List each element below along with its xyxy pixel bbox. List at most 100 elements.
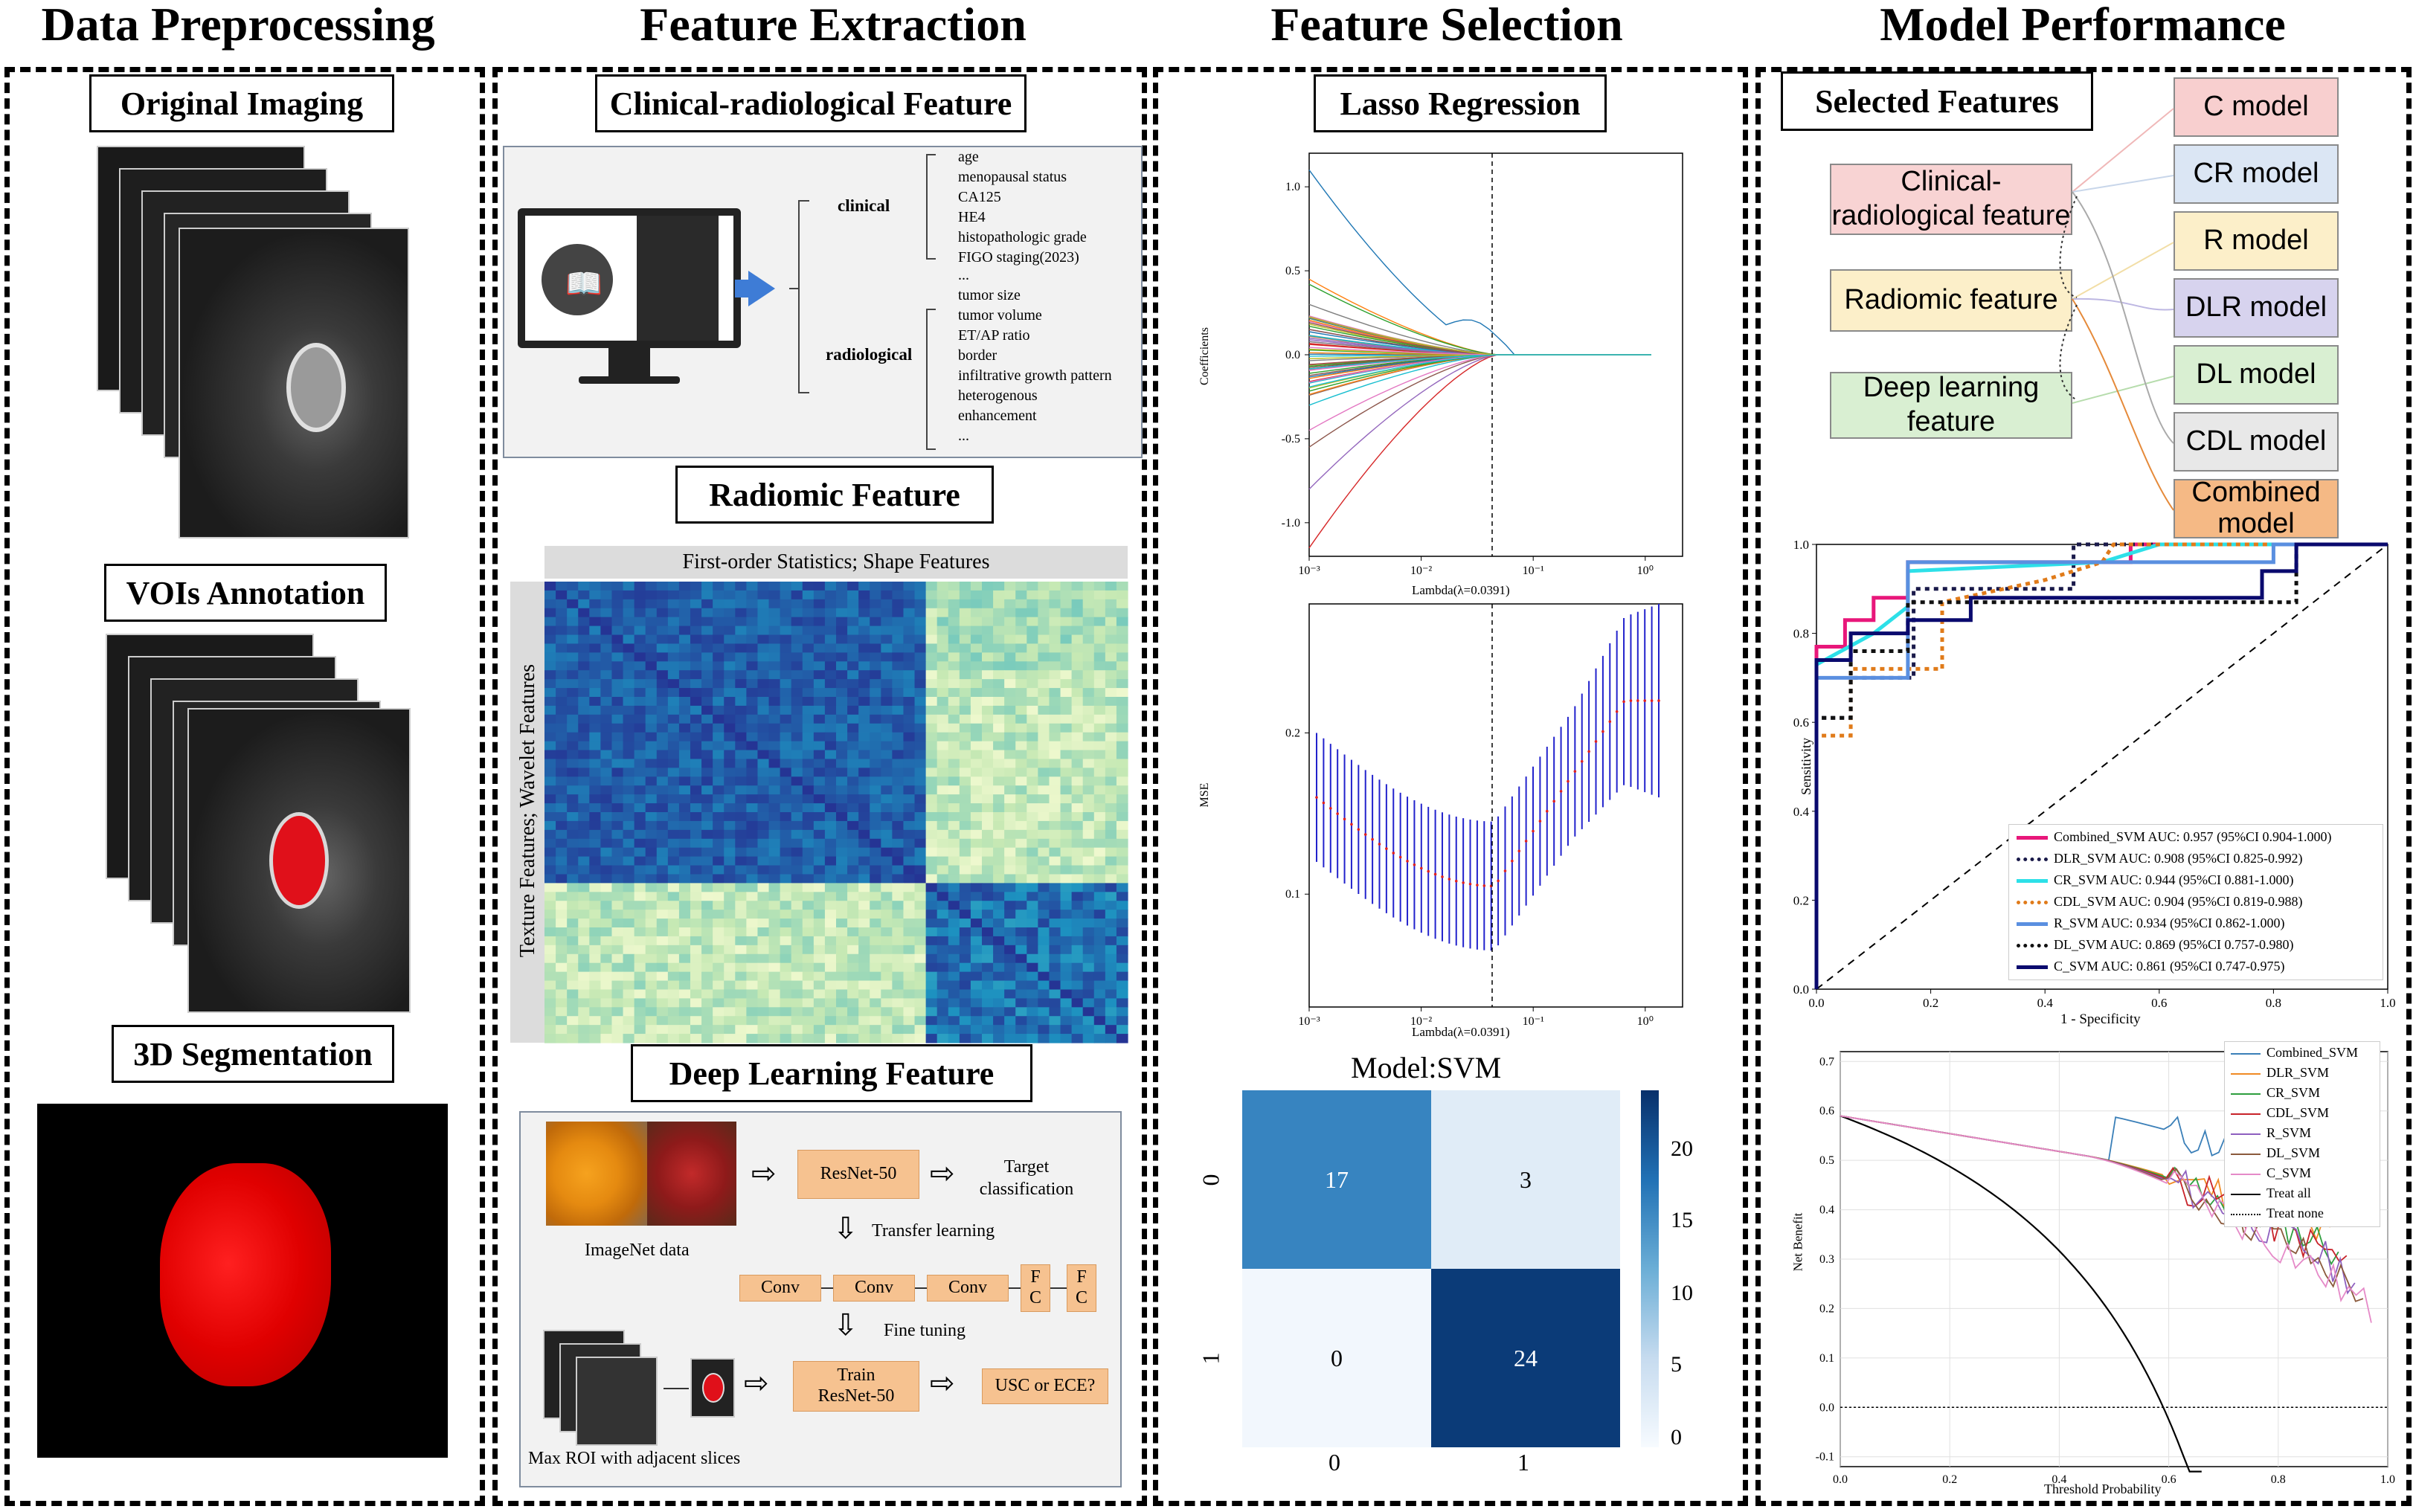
heatmap-cell [948,874,960,884]
heatmap-cell [802,750,815,760]
heatmap-cell [724,634,736,645]
heatmap-cell [813,953,826,964]
heatmap-cell [836,732,848,742]
heatmap-cell [713,892,725,901]
mse-ylabel: MSE [1198,782,1211,808]
arrow-right-icon [748,271,775,306]
heatmap-cell [724,750,736,760]
heatmap-cell [1105,661,1117,671]
heatmap-cell [1060,874,1073,884]
heatmap-cell [881,910,893,919]
heatmap-cell [780,901,792,910]
heatmap-cell [1082,582,1095,591]
heatmap-cell [645,892,658,901]
heatmap-cell [600,856,613,866]
heatmap-cell [936,874,949,884]
heatmap-cell [1116,688,1128,698]
heatmap-cell [925,714,938,724]
heatmap-cell [1071,768,1084,777]
heatmap-cell [813,670,826,680]
heatmap-cell [914,670,927,680]
heatmap-cell [858,768,870,777]
heatmap-cell [914,812,927,822]
heatmap-cell [1105,776,1117,786]
heatmap-cell [713,847,725,858]
heatmap-cell [802,794,815,804]
heatmap-cell [802,945,815,955]
heatmap-cell [858,794,870,804]
heatmap-cell [948,723,960,733]
heatmap-cell [589,625,601,636]
heatmap-cell [858,820,870,831]
heatmap-cell [724,874,736,884]
heatmap-cell [690,679,702,689]
heatmap-cell [690,723,702,733]
heatmap-cell [713,803,725,813]
heatmap-cell [634,617,646,627]
heatmap-cell [724,688,736,698]
heatmap-cell [667,661,680,671]
heatmap-cell [959,989,971,999]
heatmap-cell [768,634,781,645]
heatmap-cell [567,759,579,768]
heatmap-cell [824,617,837,627]
heatmap-cell [746,971,759,982]
heatmap-cell [724,883,736,892]
heatmap-cell [970,1025,983,1035]
clinical-radiological-title: Clinical-radiological Feature [595,74,1027,132]
heatmap-cell [982,803,994,813]
heatmap-cell [724,927,736,937]
heatmap-cell [1004,1034,1016,1043]
heatmap-cell [589,945,601,955]
heatmap-cell [1049,643,1061,653]
heatmap-cell [1004,634,1016,645]
heatmap-cell [1015,732,1027,742]
heatmap-cell [1038,688,1050,698]
tick-label: 0.6 [1793,715,1809,730]
heatmap-cell [724,865,736,875]
heatmap-cell [881,820,893,831]
heatmap-cell [780,1025,792,1035]
heatmap-cell [914,590,927,600]
heatmap-cell [667,919,680,928]
heatmap-cell [892,723,905,733]
heatmap-cell [1116,1016,1128,1026]
heatmap-cell [936,732,949,742]
heatmap-cell [1049,980,1061,991]
heatmap-cell [959,705,971,715]
heatmap-cell [914,625,927,636]
heatmap-cell [735,1025,747,1035]
heatmap-cell [1049,688,1061,698]
heatmap-cell [1082,865,1095,875]
heatmap-cell [656,927,669,937]
heatmap-cell [656,590,669,600]
heatmap-cell [1004,617,1016,627]
heatmap-cell [556,759,568,768]
heatmap-cell [892,652,905,662]
heatmap-cell [578,608,590,618]
heatmap-cell [982,865,994,875]
heatmap-cell [578,910,590,919]
heatmap-cell [768,768,781,777]
heatmap-cell [824,714,837,724]
heatmap-cell [746,1016,759,1026]
heatmap-cell [970,634,983,645]
heatmap-cell [556,670,568,680]
heatmap-cell [667,582,680,591]
heatmap-cell [690,953,702,964]
heatmap-cell [1060,723,1073,733]
heatmap-cell [982,838,994,849]
heatmap-cell [768,697,781,707]
heatmap-cell [690,768,702,777]
heatmap-cell [567,643,579,653]
heatmap-cell [757,927,770,937]
heatmap-cell [589,785,601,795]
heatmap-cell [746,688,759,698]
heatmap-cell [870,812,881,822]
mse-point [1545,809,1549,813]
heatmap-cell [870,723,881,733]
heatmap-cell [690,688,702,698]
heatmap-cell [757,1007,770,1017]
heatmap-cell [678,608,691,618]
heatmap-cell [802,910,815,919]
